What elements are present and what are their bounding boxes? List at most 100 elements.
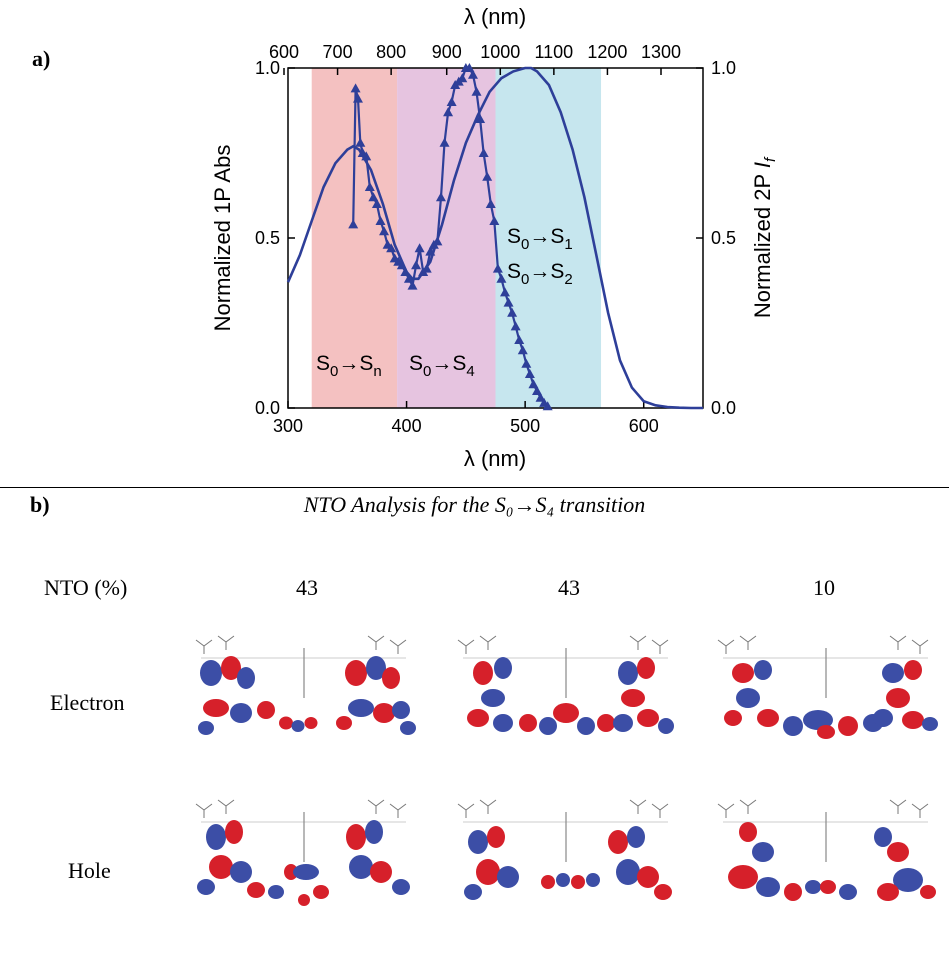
orbital-lobe-12 (621, 689, 645, 707)
orbital-lobe-9 (304, 717, 318, 729)
top-tick-label-5: 1100 (534, 42, 573, 62)
orbital-lobe-6 (539, 717, 557, 735)
series-layer (286, 63, 703, 411)
orbital-lobe-8 (291, 720, 305, 732)
series-2p-point-22 (421, 263, 432, 273)
orbital-lobe-1 (487, 826, 505, 848)
series-2p-point-37 (475, 114, 486, 123)
series-2p-point-54 (535, 392, 546, 402)
top-tick-label-6: 1200 (587, 42, 627, 62)
orbital-lobe-1 (752, 842, 774, 862)
methyl-group-1 (217, 635, 235, 650)
series-2p-point-20 (414, 243, 425, 253)
orbital-lobe-5 (541, 875, 555, 889)
orbital-lobe-6 (820, 880, 836, 894)
bottom-tick-label-3: 600 (629, 416, 659, 436)
orbital-lobe-5 (247, 882, 265, 898)
right-tick-label-0: 0.0 (711, 398, 736, 418)
right-axis-label-main: Normalized 2P (750, 168, 775, 318)
methyl-group-2 (889, 635, 907, 650)
orbital-lobe-6 (556, 873, 570, 887)
series-2p-point-42 (492, 263, 503, 273)
series-2p-point-28 (443, 107, 454, 117)
methyl-group-3 (651, 639, 669, 654)
orbital-lobe-11 (637, 657, 655, 679)
orbital-lobe-1 (494, 657, 512, 679)
orbital-lobe-10 (345, 660, 367, 686)
left-tick-label-0: 0.0 (255, 398, 280, 418)
methyl-group-2 (629, 635, 647, 650)
series-2p-point-50 (521, 358, 532, 368)
orbital-lobe-5 (519, 714, 537, 732)
orbital-lobe-0 (473, 661, 493, 685)
orbital-lobe-9 (608, 830, 628, 854)
right-axis-label-italic: I (750, 162, 775, 168)
orbital-lobe-7 (571, 875, 585, 889)
orbital-lobe-10 (627, 826, 645, 848)
orbital-lobe-0 (468, 830, 488, 854)
orbital-lobe-15 (658, 718, 674, 734)
orbital-lobe-3 (230, 861, 252, 883)
panel-divider (0, 487, 949, 488)
bottom-tick-label-2: 500 (510, 416, 540, 436)
right-axis-label: Normalized 2P If (750, 156, 779, 318)
orbital-lobe-15 (922, 717, 938, 731)
transition-label-1: S0→Sn (316, 352, 382, 380)
orbital-lobe-1 (225, 820, 243, 844)
methyl-group-3 (911, 803, 929, 818)
orbital-lobe-4 (784, 883, 802, 901)
orbital-lobe-2 (481, 689, 505, 707)
nto-percent-3: 10 (813, 575, 835, 600)
nto-percent-1: 43 (296, 575, 318, 600)
panel-b-label: b) (30, 492, 50, 517)
methyl-group-3 (911, 639, 929, 654)
left-tick-label-1: 0.5 (255, 228, 280, 248)
orbital-lobe-10 (893, 868, 923, 892)
series-2p-point-1 (350, 83, 361, 93)
orbital-lobe-11 (616, 859, 640, 885)
left-tick-label-2: 1.0 (255, 58, 280, 78)
orbital-lobe-1 (221, 656, 241, 680)
series-2p-point-32 (457, 73, 468, 83)
top-tick-label-7: 1300 (641, 42, 681, 62)
orbital-lobe-8 (577, 717, 595, 735)
nto-title: NTO Analysis for the S₀→S₄ transition (303, 492, 646, 517)
absorption-chart: 300 400 500 600 600 700 800 900 1000 1100 1200 1300… (210, 4, 779, 471)
orbital-lobe-3 (724, 710, 742, 726)
orbital-lobe-2 (237, 667, 255, 689)
orbital-lobe-3 (497, 866, 519, 888)
orbital-lobe-17 (400, 721, 416, 735)
top-tick-label-2: 800 (376, 42, 406, 62)
series-2p-point-29 (446, 97, 457, 106)
series-2p-point-7 (368, 192, 379, 202)
hole-orbital-3 (717, 799, 936, 901)
series-2p-point-48 (514, 335, 525, 344)
transition-label-4: S0→S2 (507, 260, 573, 288)
methyl-group-0 (717, 803, 735, 818)
orbital-lobe-12 (382, 667, 400, 689)
series-2p-point-34 (464, 63, 475, 72)
orbital-lobe-12 (365, 820, 383, 844)
methyl-group-2 (629, 799, 647, 814)
series-2p-point-25 (432, 236, 443, 246)
hole-orbital-1 (195, 799, 410, 906)
series-2p-point-2 (352, 93, 363, 103)
orbital-lobe-12 (920, 885, 936, 899)
series-2p-point-26 (435, 192, 446, 202)
orbital-lobe-7 (279, 716, 293, 730)
series-2p-point-10 (379, 226, 390, 236)
orbital-lobe-5 (805, 880, 821, 894)
orbital-lobe-0 (206, 824, 226, 850)
series-2p-point-40 (485, 199, 496, 208)
bottom-tick-label-1: 400 (392, 416, 422, 436)
orbital-lobe-6 (198, 721, 214, 735)
nto-percent-2: 43 (558, 575, 580, 600)
series-2p-point-6 (364, 182, 375, 191)
orbital-lobe-7 (817, 725, 835, 739)
orbital-lobe-2 (209, 855, 233, 879)
orbital-lobe-4 (230, 703, 252, 723)
right-axis-label-sub: f (762, 156, 779, 162)
hole-orbital-2 (457, 799, 672, 900)
series-2p-point-9 (375, 216, 386, 225)
series-2p-point-12 (386, 243, 397, 253)
